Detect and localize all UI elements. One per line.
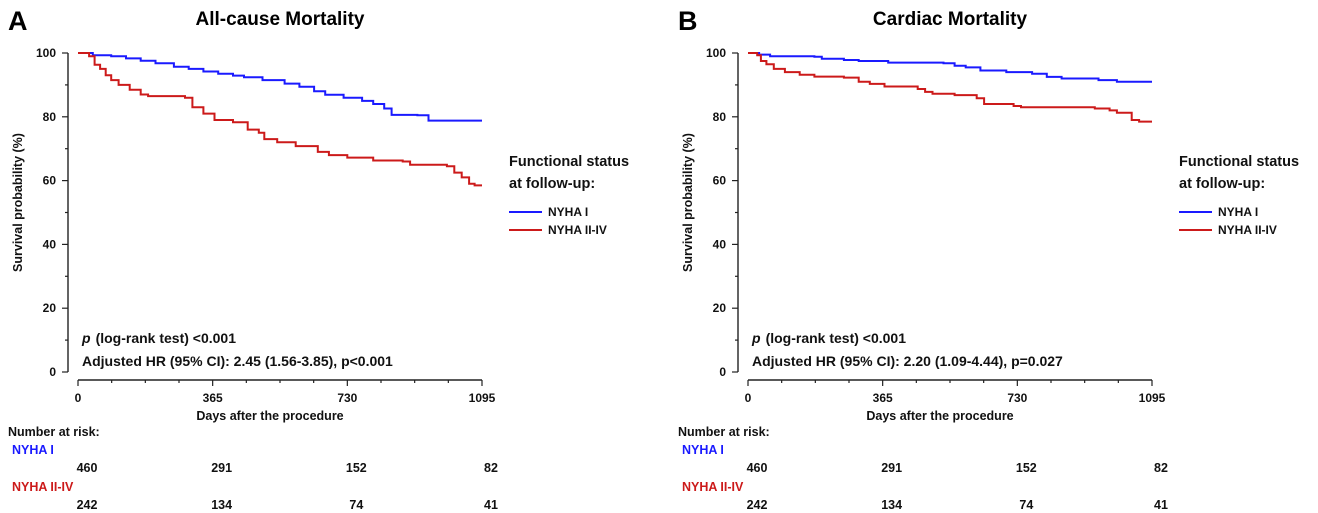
risk-count: 41 bbox=[1154, 498, 1168, 512]
chart-panel-a: A All-cause Mortality 0 20 40 60 80 100 0 365 730 1… bbox=[8, 6, 629, 512]
risk-count: 291 bbox=[211, 461, 232, 475]
series-line-nyha-i bbox=[748, 52, 1152, 83]
legend-title: Functional status bbox=[509, 154, 629, 170]
y-axis-label: Survival probability (%) bbox=[681, 133, 695, 272]
y-tick-label: 20 bbox=[43, 301, 57, 315]
risk-count: 82 bbox=[484, 461, 498, 475]
series-line-nyha-i bbox=[78, 52, 482, 122]
legend-title-2: at follow-up: bbox=[1179, 176, 1265, 192]
y-tick-label: 40 bbox=[713, 237, 727, 251]
x-tick-label: 0 bbox=[75, 391, 82, 405]
risk-count: 242 bbox=[77, 498, 98, 512]
panel-a: A All-cause Mortality 0 20 40 60 80 100 0 365 730 1… bbox=[8, 6, 629, 512]
risk-count: 74 bbox=[1019, 498, 1033, 512]
y-tick-label: 0 bbox=[719, 365, 726, 379]
risk-group-label: NYHA II-IV bbox=[12, 480, 74, 494]
chart-title: All-cause Mortality bbox=[196, 9, 365, 30]
chart-panel-b: B Cardiac Mortality 0 20 40 60 80 100 0 365 730 109… bbox=[678, 6, 1299, 512]
series-line-nyha-ii-iv bbox=[78, 52, 482, 187]
p-label: p bbox=[751, 330, 761, 346]
risk-count: 41 bbox=[484, 498, 498, 512]
y-tick-label: 20 bbox=[713, 301, 727, 315]
series-line-nyha-ii-iv bbox=[748, 52, 1152, 123]
risk-group-label: NYHA I bbox=[12, 443, 54, 457]
legend-title: Functional status bbox=[1179, 154, 1299, 170]
x-tick-label: 730 bbox=[1007, 391, 1027, 405]
x-tick-label: 730 bbox=[337, 391, 357, 405]
adjusted-hr-text: Adjusted HR (95% CI): 2.20 (1.09-4.44), … bbox=[752, 353, 1063, 369]
legend-label: NYHA I bbox=[548, 205, 588, 219]
risk-count: 242 bbox=[747, 498, 768, 512]
x-tick-label: 1095 bbox=[1139, 391, 1166, 405]
risk-count: 460 bbox=[747, 461, 768, 475]
risk-count: 152 bbox=[1016, 461, 1037, 475]
y-tick-label: 100 bbox=[706, 46, 726, 60]
y-tick-label: 80 bbox=[713, 110, 727, 124]
chart-title: Cardiac Mortality bbox=[873, 9, 1028, 30]
risk-group-label: NYHA I bbox=[682, 443, 724, 457]
risk-count: 291 bbox=[881, 461, 902, 475]
x-axis-label: Days after the procedure bbox=[866, 409, 1013, 423]
y-tick-label: 60 bbox=[43, 174, 57, 188]
risk-count: 134 bbox=[211, 498, 232, 512]
legend-title-2: at follow-up: bbox=[509, 176, 595, 192]
log-rank-text: p (log-rank test) <0.001 bbox=[81, 330, 236, 346]
risk-count: 152 bbox=[346, 461, 367, 475]
legend-label: NYHA II-IV bbox=[548, 223, 607, 237]
x-tick-label: 365 bbox=[873, 391, 893, 405]
log-rank-text: p (log-rank test) <0.001 bbox=[751, 330, 906, 346]
y-axis-label: Survival probability (%) bbox=[11, 133, 25, 272]
y-tick-label: 0 bbox=[49, 365, 56, 379]
panel-letter: B bbox=[678, 6, 698, 36]
risk-table-header: Number at risk: bbox=[678, 425, 770, 439]
legend-label: NYHA I bbox=[1218, 205, 1258, 219]
x-tick-label: 1095 bbox=[469, 391, 496, 405]
y-tick-label: 80 bbox=[43, 110, 57, 124]
risk-count: 134 bbox=[881, 498, 902, 512]
y-tick-label: 60 bbox=[713, 174, 727, 188]
x-tick-label: 0 bbox=[745, 391, 752, 405]
log-rank-value: (log-rank test) <0.001 bbox=[766, 330, 907, 346]
risk-count: 74 bbox=[349, 498, 363, 512]
risk-group-label: NYHA II-IV bbox=[682, 480, 744, 494]
x-tick-label: 365 bbox=[203, 391, 223, 405]
legend-label: NYHA II-IV bbox=[1218, 223, 1277, 237]
risk-table-header: Number at risk: bbox=[8, 425, 100, 439]
panel-letter: A bbox=[8, 6, 28, 36]
panel-b: B Cardiac Mortality 0 20 40 60 80 100 0 365 730 109… bbox=[670, 0, 1318, 513]
risk-count: 82 bbox=[1154, 461, 1168, 475]
risk-count: 460 bbox=[77, 461, 98, 475]
p-label: p bbox=[81, 330, 91, 346]
y-tick-label: 40 bbox=[43, 237, 57, 251]
log-rank-value: (log-rank test) <0.001 bbox=[96, 330, 237, 346]
x-axis-label: Days after the procedure bbox=[196, 409, 343, 423]
adjusted-hr-text: Adjusted HR (95% CI): 2.45 (1.56-3.85), … bbox=[82, 353, 393, 369]
y-tick-label: 100 bbox=[36, 46, 56, 60]
